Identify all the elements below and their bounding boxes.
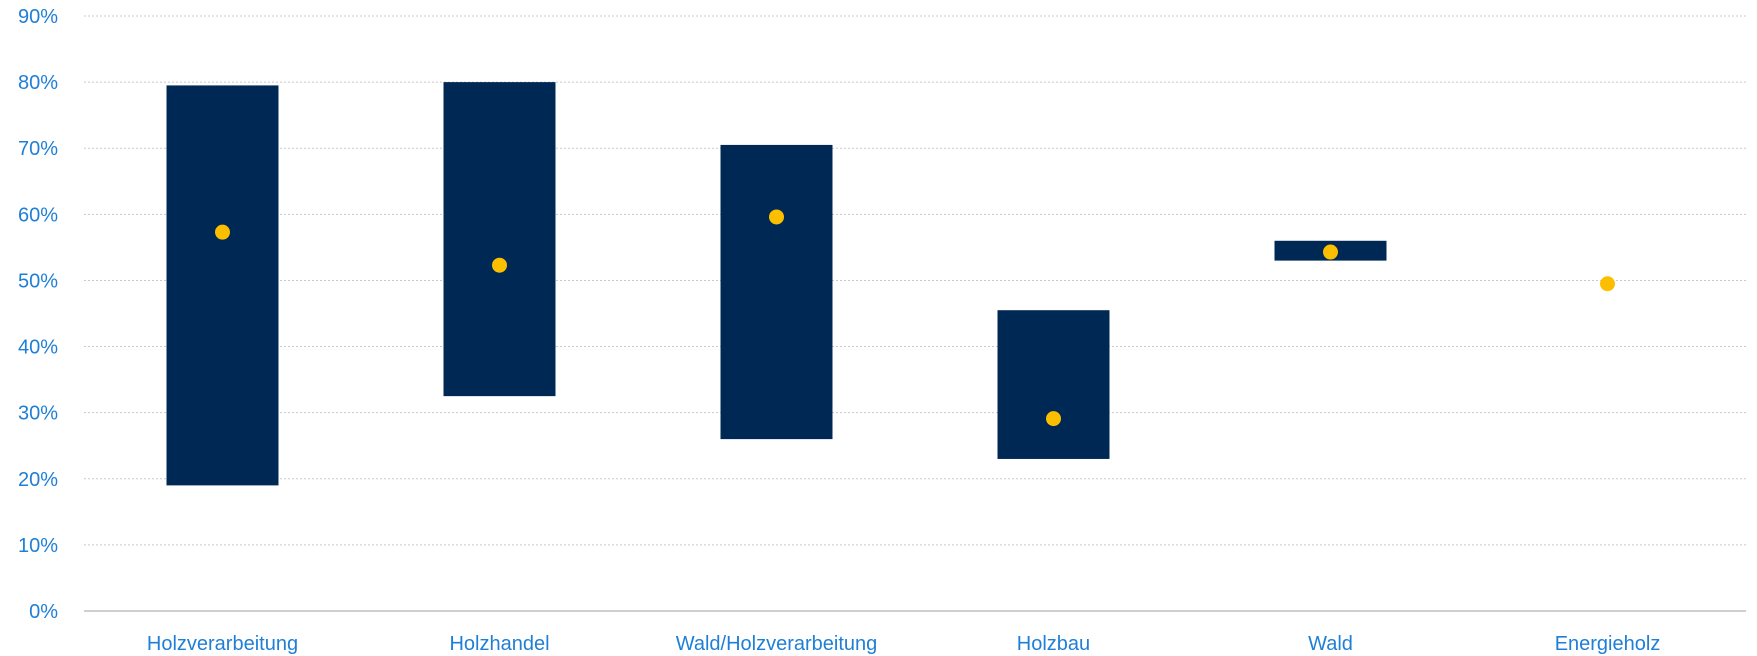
y-tick-label: 50%	[18, 270, 58, 292]
point-markers	[215, 209, 1615, 427]
point-marker	[215, 224, 230, 240]
y-tick-label: 10%	[18, 535, 58, 557]
point-marker	[1046, 411, 1061, 427]
y-tick-label: 20%	[18, 469, 58, 491]
gridlines	[84, 15, 1746, 546]
range-bar	[443, 82, 556, 397]
x-category-label: Wald	[1308, 633, 1353, 655]
y-tick-label: 70%	[18, 138, 58, 160]
x-category-label: Energieholz	[1555, 633, 1661, 655]
y-tick-label: 0%	[29, 601, 58, 623]
y-tick-label: 40%	[18, 337, 58, 359]
range-bars	[166, 82, 1387, 486]
y-tick-label: 90%	[18, 6, 58, 28]
point-marker	[1323, 244, 1338, 260]
y-tick-label: 80%	[18, 72, 58, 94]
point-marker	[769, 209, 784, 225]
y-tick-label: 30%	[18, 403, 58, 425]
range-bar	[720, 144, 833, 440]
x-axis-category-labels: Holzverarbeitung Holzhandel Wald/Holzverar…	[147, 633, 1660, 655]
x-category-label: Wald/Holzverarbeitung	[676, 633, 878, 655]
x-category-label: Holzhandel	[449, 633, 549, 655]
point-marker	[492, 257, 507, 273]
y-tick-label: 60%	[18, 204, 58, 226]
x-category-label: Holzverarbeitung	[147, 633, 298, 655]
point-marker	[1600, 276, 1615, 292]
y-axis-tick-labels: 0% 10% 20% 30% 40% 50% 60% 70% 80% 90%	[18, 6, 58, 623]
range-bar	[997, 310, 1110, 459]
range-bar	[166, 85, 279, 486]
x-category-label: Holzbau	[1017, 633, 1090, 655]
